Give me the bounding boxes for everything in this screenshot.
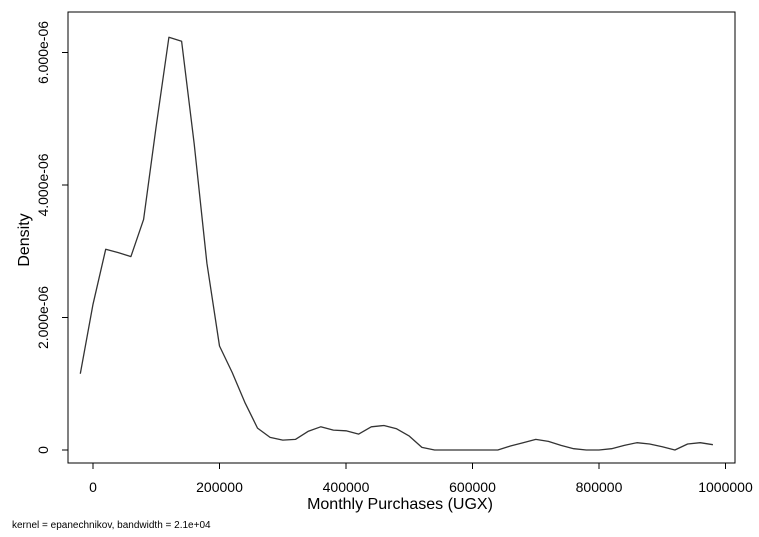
x-axis-title: Monthly Purchases (UGX) xyxy=(307,496,493,513)
density-line xyxy=(79,36,714,451)
y-tick-label: 2.000e-06 xyxy=(35,286,51,349)
y-tick-label: 0 xyxy=(35,446,51,454)
kernel-note: kernel = epanechnikov, bandwidth = 2.1e+… xyxy=(12,520,211,531)
y-axis-title: Density xyxy=(16,213,33,266)
plot-frame xyxy=(67,11,736,464)
x-tick-label: 200000 xyxy=(196,479,243,495)
y-axis-ticks: 0 2.000e-06 4.000e-06 6.000e-06 xyxy=(35,21,68,454)
series-layer xyxy=(79,36,714,451)
y-tick-label: 6.000e-06 xyxy=(35,21,51,84)
x-tick-label: 600000 xyxy=(449,479,496,495)
x-tick-label: 400000 xyxy=(323,479,370,495)
y-tick-label: 4.000e-06 xyxy=(35,153,51,216)
x-tick-label: 1000000 xyxy=(698,479,753,495)
x-tick-label: 0 xyxy=(89,479,97,495)
x-axis-ticks: 0 200000 400000 600000 800000 1000000 xyxy=(89,463,753,495)
x-tick-label: 800000 xyxy=(576,479,623,495)
